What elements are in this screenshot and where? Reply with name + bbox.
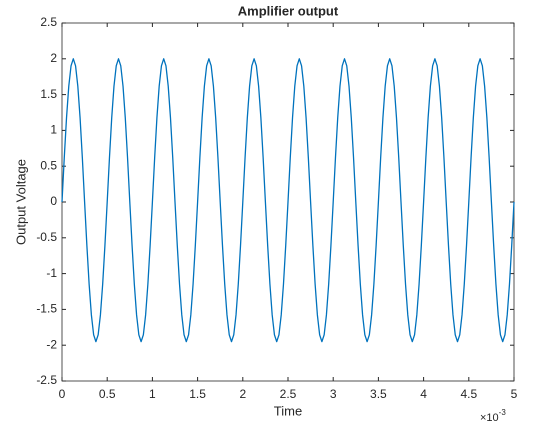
- y-tick-label: 0.5: [40, 158, 57, 172]
- x-tick-label: 2: [239, 387, 246, 401]
- y-tick-label: 2: [50, 51, 57, 65]
- x-tick-label: 3.5: [370, 387, 387, 401]
- x-tick-label: 5: [511, 387, 518, 401]
- x-tick-label: 0: [59, 387, 66, 401]
- y-tick-label: -0.5: [36, 230, 57, 244]
- line-series: [61, 58, 515, 343]
- chart-title: Amplifier output: [238, 3, 339, 18]
- y-tick-label: -2.5: [36, 373, 57, 387]
- y-tick-label: 2.5: [40, 15, 57, 29]
- x-tick-label: 4: [420, 387, 427, 401]
- x-exponent: ×10-3: [480, 408, 506, 424]
- x-tick-label: 2.5: [280, 387, 297, 401]
- x-exponent-power: -3: [499, 408, 507, 417]
- y-axis-label: Output Voltage: [13, 159, 28, 245]
- x-tick-label: 1: [149, 387, 156, 401]
- y-tick-label: -1: [46, 266, 57, 280]
- x-tick-label: 3: [330, 387, 337, 401]
- y-tick-label: 0: [50, 194, 57, 208]
- x-tick-label: 4.5: [460, 387, 477, 401]
- x-exponent-base: ×10: [480, 412, 499, 424]
- y-tick-label: -2: [46, 337, 57, 351]
- x-tick-label: 0.5: [99, 387, 116, 401]
- y-tick-label: -1.5: [36, 302, 57, 316]
- y-tick-label: 1: [50, 123, 57, 137]
- x-tick-label: 1.5: [189, 387, 206, 401]
- y-tick-label: 1.5: [40, 87, 57, 101]
- x-axis-label: Time: [274, 403, 302, 418]
